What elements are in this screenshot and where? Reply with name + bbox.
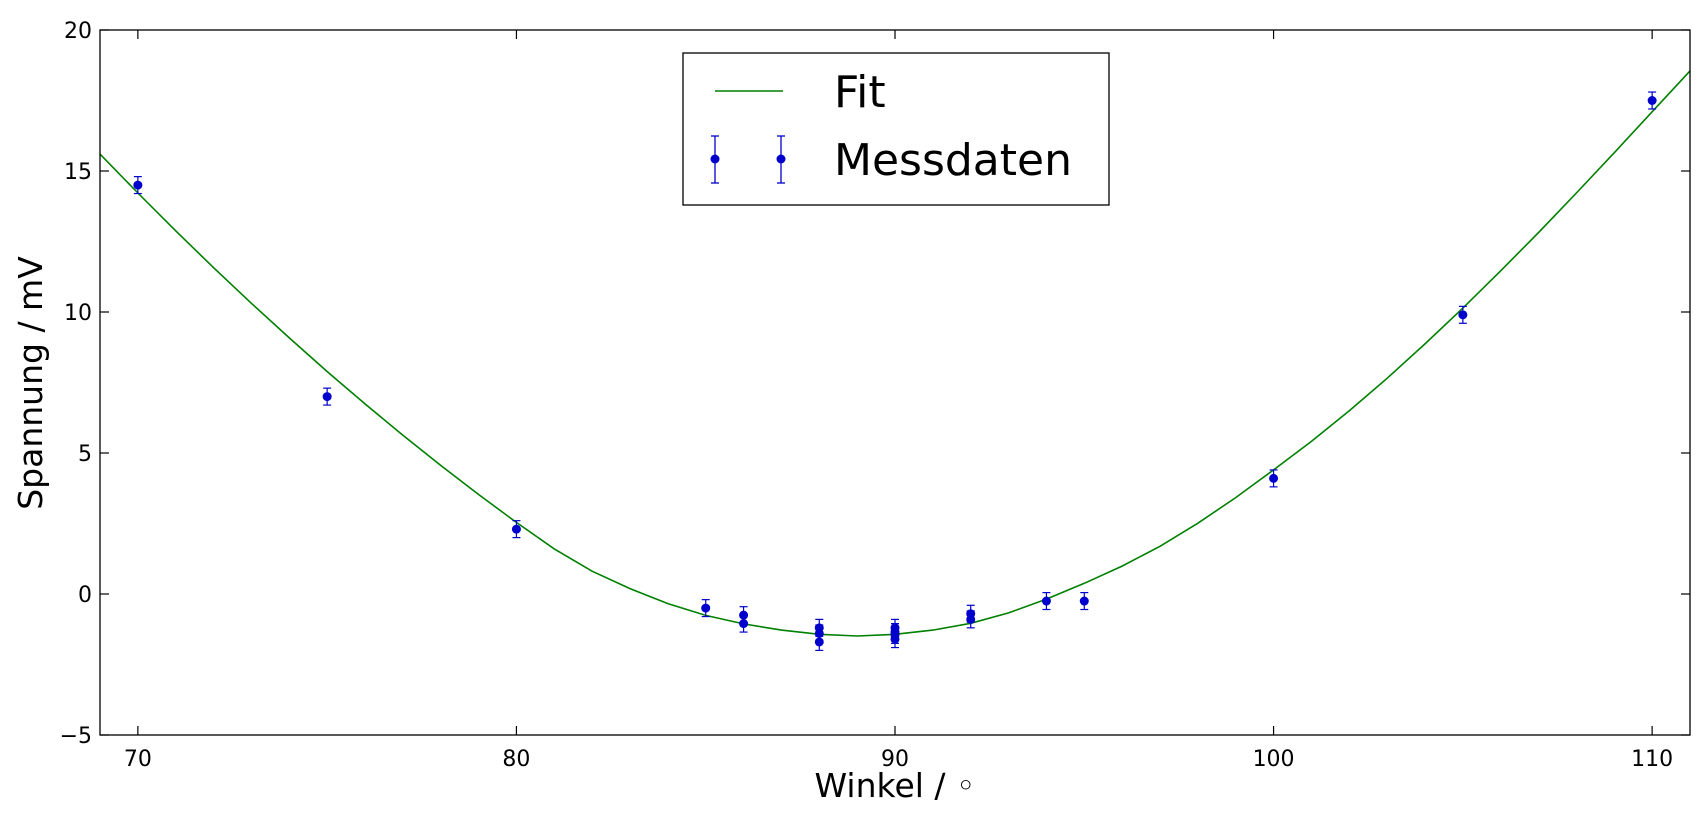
- y-tick-label: 15: [64, 160, 92, 185]
- x-tick-label: 80: [502, 747, 530, 772]
- data-point: [1647, 91, 1657, 110]
- x-tick-label: 90: [881, 747, 909, 772]
- y-tick-label: 20: [64, 19, 92, 44]
- data-point: [1041, 591, 1051, 611]
- data-point: [511, 520, 521, 539]
- y-tick-label: 0: [78, 583, 92, 608]
- legend-box: [682, 52, 1110, 206]
- x-tick-label: 70: [124, 747, 152, 772]
- data-point: [966, 610, 976, 629]
- data-point: [701, 599, 711, 618]
- x-tick-label: 110: [1631, 747, 1673, 772]
- data-point: [739, 614, 749, 633]
- legend-messdaten-label: Messdaten: [834, 135, 1072, 186]
- data-point: [1079, 591, 1089, 611]
- y-tick-label: −5: [60, 724, 92, 749]
- x-tick-label: 100: [1253, 747, 1295, 772]
- data-point: [814, 632, 824, 652]
- data-point: [133, 176, 143, 195]
- y-tick-label: 10: [64, 301, 92, 326]
- legend-messdaten-swatch: [710, 135, 786, 184]
- y-axis-label: Spannung / mV: [11, 256, 50, 510]
- data-point: [890, 630, 900, 649]
- data-point: [322, 387, 332, 406]
- ticks-layer: 70 80 90 100 110 −5 0 5 10 15 20: [60, 19, 1690, 772]
- y-tick-label: 5: [78, 442, 92, 467]
- legend: Fit Messdaten: [682, 52, 1110, 206]
- data-point: [1458, 305, 1468, 324]
- legend-fit-label: Fit: [834, 67, 886, 118]
- data-point: [1269, 469, 1279, 488]
- data-points-layer: [133, 91, 1657, 652]
- x-axis-label: Winkel / ◦: [815, 766, 976, 805]
